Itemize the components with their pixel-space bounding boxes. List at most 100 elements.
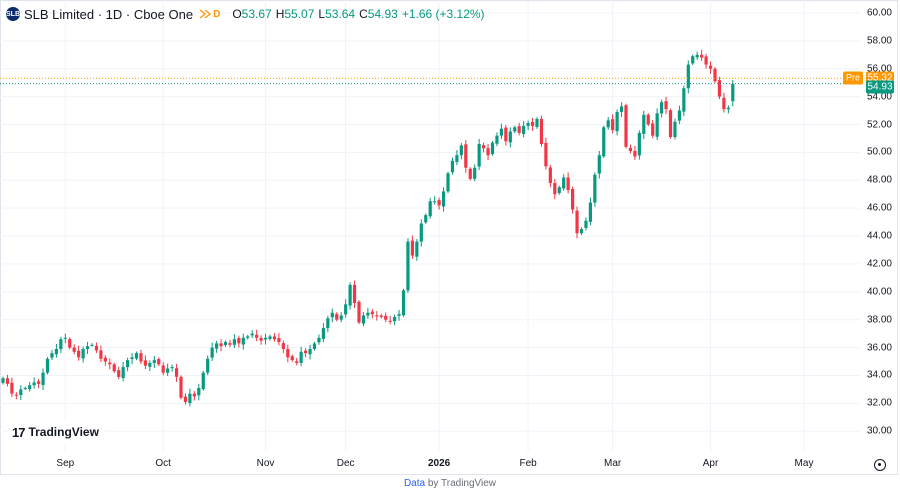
price-tick-label: 56.00 — [866, 63, 892, 75]
candle-down — [504, 127, 508, 142]
candle-up — [19, 389, 23, 395]
candle-up — [677, 110, 681, 121]
candle-up — [522, 125, 526, 134]
candle-down — [651, 123, 655, 136]
candle-up — [588, 202, 592, 222]
candle-up — [166, 368, 170, 373]
candle-up — [170, 367, 174, 369]
candle-up — [85, 346, 90, 349]
price-tick-label: 52.00 — [866, 119, 892, 130]
candle-up — [210, 347, 214, 358]
candle-down — [370, 311, 374, 315]
candle-up — [490, 142, 495, 155]
candle-down — [468, 168, 472, 179]
price-tick-label: 44.00 — [866, 230, 892, 242]
candle-up — [450, 160, 455, 173]
time-tick-label: 2026 — [427, 458, 451, 469]
data-link[interactable]: Data — [403, 478, 426, 489]
symbol-legend: SLB SLB Limited · 1D · Cboe One D O 53.67… — [6, 5, 485, 23]
candle-down — [464, 144, 468, 168]
symbol-title[interactable]: SLB Limited · 1D · Cboe One — [24, 6, 194, 22]
candle-up — [602, 127, 606, 157]
candle-up — [477, 144, 481, 167]
price-tick-label: 42.00 — [866, 258, 892, 270]
candle-down — [277, 338, 281, 343]
candle-up — [312, 343, 317, 349]
candle-up — [321, 328, 325, 339]
candle-up — [691, 56, 695, 64]
candle-up — [401, 290, 406, 316]
candle-down — [117, 370, 121, 377]
candle-down — [530, 122, 535, 126]
candle-up — [393, 316, 397, 322]
time-tick-label: Mar — [604, 458, 622, 469]
candle-down — [624, 105, 628, 147]
candle-up — [250, 333, 254, 336]
candle-up — [415, 241, 419, 257]
footer-by-text: by TradingView — [427, 478, 497, 489]
candle-up — [339, 315, 343, 320]
candle-up — [126, 360, 130, 368]
settings-icon[interactable] — [874, 459, 886, 471]
candle-down — [646, 114, 650, 125]
candle-down — [704, 56, 708, 65]
candle-down — [517, 126, 521, 133]
candle-down — [437, 200, 441, 206]
candle-up — [148, 362, 152, 367]
time-tick-label: Nov — [256, 458, 275, 469]
candle-down — [72, 347, 76, 352]
candle-up — [59, 339, 63, 349]
low-label: L — [318, 7, 326, 21]
candle-down — [281, 343, 285, 349]
price-tick-label: 46.00 — [866, 202, 892, 214]
candle-down — [628, 147, 633, 151]
candle-up — [726, 107, 730, 110]
candle-up — [419, 223, 423, 242]
candle-up — [397, 314, 401, 316]
close-value: 54.93 — [367, 7, 398, 21]
candle-down — [544, 142, 548, 167]
candle-down — [611, 119, 615, 131]
candle-down — [335, 313, 339, 320]
price-axis[interactable]: 60.00 58.00 56.00 54.00 52.00 50.00 48.00 46.00… — [860, 0, 898, 475]
flag-icon[interactable] — [199, 9, 212, 19]
candle-down — [192, 393, 196, 397]
time-tick-label: May — [794, 458, 814, 469]
price-tick-label: 30.00 — [866, 425, 892, 437]
time-axis[interactable]: Sep Oct Nov Dec 2026 Feb Mar Apr May — [0, 452, 860, 474]
candle-down — [237, 338, 241, 344]
price-tick-label: 38.00 — [866, 314, 892, 326]
candle-down — [482, 145, 486, 149]
candle-down — [139, 353, 143, 362]
candle-up — [499, 128, 503, 136]
tradingview-logo-icon: 17 — [12, 424, 26, 440]
candle-up — [433, 201, 437, 203]
price-lines — [0, 77, 860, 85]
candle-down — [286, 348, 290, 358]
tradingview-logo[interactable]: 17 TradingView — [8, 421, 105, 443]
price-tick-label: 40.00 — [866, 286, 892, 298]
candle-down — [357, 301, 361, 323]
candle-down — [183, 396, 188, 402]
candle-up — [246, 336, 250, 338]
candle-up — [130, 357, 134, 360]
time-tick-label: Dec — [336, 458, 355, 469]
candle-down — [571, 188, 575, 210]
candle-up — [45, 358, 50, 373]
candle-up — [1, 378, 5, 383]
candle-up — [326, 318, 330, 329]
candle-up — [361, 315, 366, 324]
candle-down — [384, 315, 388, 320]
dividend-badge[interactable]: D — [213, 8, 221, 20]
candle-up — [619, 106, 624, 112]
open-value: 53.67 — [241, 7, 272, 21]
candle-up — [615, 111, 619, 132]
candle-up — [682, 88, 686, 112]
price-chart[interactable] — [0, 0, 900, 475]
candle-down — [14, 394, 18, 396]
candle-down — [722, 97, 726, 110]
candle-up — [330, 312, 334, 318]
candle-up — [50, 353, 54, 358]
change-value: +1.66 (+3.12%) — [401, 7, 485, 21]
open-label: O — [232, 7, 242, 21]
